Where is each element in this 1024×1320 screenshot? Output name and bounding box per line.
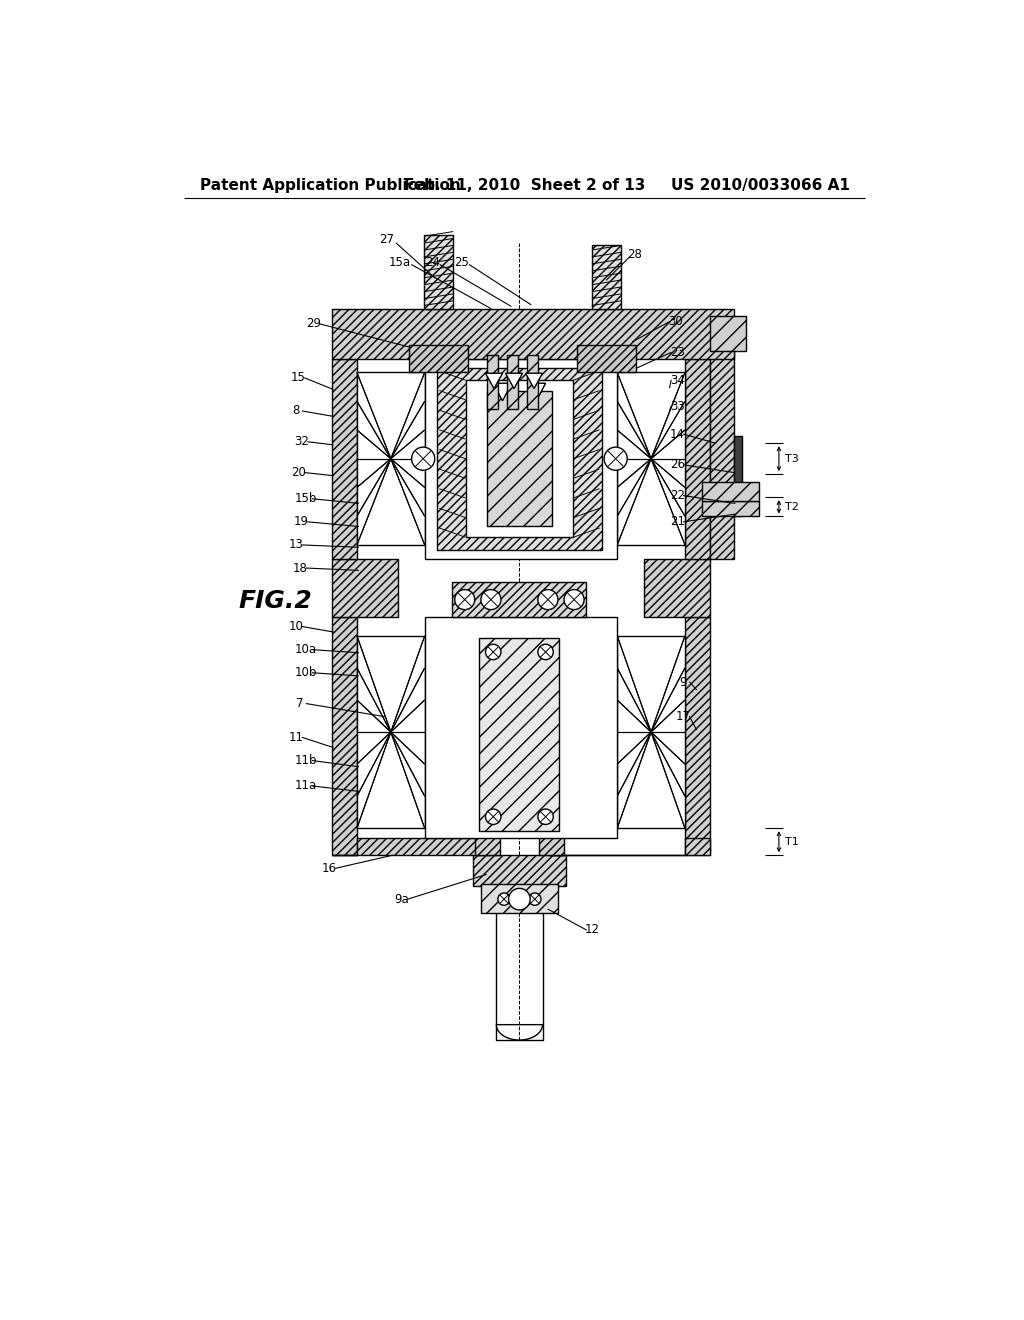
- Text: 11: 11: [289, 731, 303, 744]
- Polygon shape: [734, 436, 742, 516]
- Text: 7: 7: [296, 697, 304, 710]
- Polygon shape: [497, 859, 543, 1040]
- Polygon shape: [497, 1024, 543, 1040]
- Text: 24: 24: [425, 256, 440, 269]
- Text: 10a: 10a: [295, 643, 317, 656]
- Polygon shape: [333, 616, 357, 855]
- Polygon shape: [479, 638, 559, 830]
- Polygon shape: [701, 482, 759, 502]
- Text: 15: 15: [291, 371, 306, 384]
- Bar: [425, 359, 617, 558]
- Polygon shape: [507, 355, 518, 409]
- Bar: [617, 636, 685, 829]
- Polygon shape: [527, 355, 538, 409]
- Text: 10: 10: [289, 620, 303, 634]
- Text: 12: 12: [585, 924, 600, 936]
- Bar: [357, 372, 425, 545]
- Text: 29: 29: [306, 317, 322, 330]
- Text: 15b: 15b: [295, 492, 317, 506]
- Text: 8: 8: [293, 404, 300, 417]
- Polygon shape: [506, 374, 522, 388]
- Text: 11b: 11b: [295, 754, 317, 767]
- Polygon shape: [333, 309, 734, 359]
- Text: 21: 21: [670, 515, 685, 528]
- Circle shape: [564, 590, 584, 610]
- Text: 10b: 10b: [295, 667, 317, 680]
- Circle shape: [412, 447, 435, 470]
- Text: 11a: 11a: [295, 779, 317, 792]
- Polygon shape: [525, 374, 543, 388]
- Polygon shape: [333, 558, 397, 616]
- Text: Feb. 11, 2010  Sheet 2 of 13: Feb. 11, 2010 Sheet 2 of 13: [404, 178, 645, 193]
- Circle shape: [604, 447, 628, 470]
- Polygon shape: [487, 391, 552, 527]
- Text: 9a: 9a: [394, 892, 409, 906]
- Polygon shape: [592, 246, 621, 309]
- Text: 20: 20: [291, 466, 306, 479]
- Text: 32: 32: [294, 436, 309, 449]
- Text: 30: 30: [669, 315, 683, 329]
- Bar: [617, 372, 685, 545]
- Polygon shape: [685, 359, 710, 558]
- Text: 9: 9: [680, 676, 687, 689]
- Polygon shape: [410, 345, 468, 372]
- Text: 17: 17: [676, 710, 691, 723]
- Polygon shape: [527, 383, 546, 401]
- Circle shape: [538, 644, 553, 660]
- Circle shape: [509, 888, 530, 909]
- Text: 23: 23: [670, 346, 685, 359]
- Polygon shape: [485, 374, 503, 388]
- Text: 33: 33: [670, 400, 685, 413]
- Polygon shape: [710, 317, 745, 351]
- Text: Patent Application Publication: Patent Application Publication: [200, 178, 461, 193]
- Circle shape: [481, 590, 501, 610]
- Text: 19: 19: [294, 515, 309, 528]
- Polygon shape: [437, 368, 602, 549]
- Circle shape: [498, 892, 510, 906]
- Polygon shape: [475, 813, 500, 855]
- Polygon shape: [685, 616, 710, 855]
- Polygon shape: [710, 351, 734, 558]
- Text: 13: 13: [289, 539, 303, 552]
- Text: 14: 14: [670, 428, 685, 441]
- Polygon shape: [549, 838, 710, 855]
- Circle shape: [485, 644, 501, 660]
- Text: 26: 26: [670, 458, 685, 471]
- Polygon shape: [333, 359, 357, 558]
- Text: 15a: 15a: [389, 256, 411, 269]
- Polygon shape: [481, 884, 558, 913]
- Text: 25: 25: [455, 256, 469, 269]
- Bar: [357, 636, 425, 829]
- Polygon shape: [578, 345, 636, 372]
- Polygon shape: [539, 813, 564, 855]
- Circle shape: [485, 809, 501, 825]
- Polygon shape: [487, 355, 498, 409]
- Polygon shape: [473, 855, 565, 886]
- Polygon shape: [701, 502, 759, 516]
- Text: T3: T3: [785, 454, 799, 463]
- Polygon shape: [333, 838, 490, 855]
- Bar: [425, 616, 617, 838]
- Polygon shape: [466, 380, 573, 537]
- Polygon shape: [494, 383, 512, 401]
- Text: US 2010/0033066 A1: US 2010/0033066 A1: [671, 178, 850, 193]
- Circle shape: [528, 892, 541, 906]
- Circle shape: [538, 590, 558, 610]
- Text: 34: 34: [670, 374, 685, 387]
- Polygon shape: [424, 235, 454, 309]
- Circle shape: [538, 809, 553, 825]
- Circle shape: [455, 590, 475, 610]
- Text: 22: 22: [670, 490, 685, 502]
- Text: T1: T1: [785, 837, 799, 846]
- Text: 27: 27: [379, 232, 393, 246]
- Text: T2: T2: [785, 502, 799, 512]
- Text: FIG.2: FIG.2: [239, 589, 312, 614]
- Text: 18: 18: [293, 561, 307, 574]
- Polygon shape: [644, 558, 710, 616]
- Text: 16: 16: [322, 862, 337, 875]
- Polygon shape: [453, 582, 587, 616]
- Text: 28: 28: [628, 248, 642, 261]
